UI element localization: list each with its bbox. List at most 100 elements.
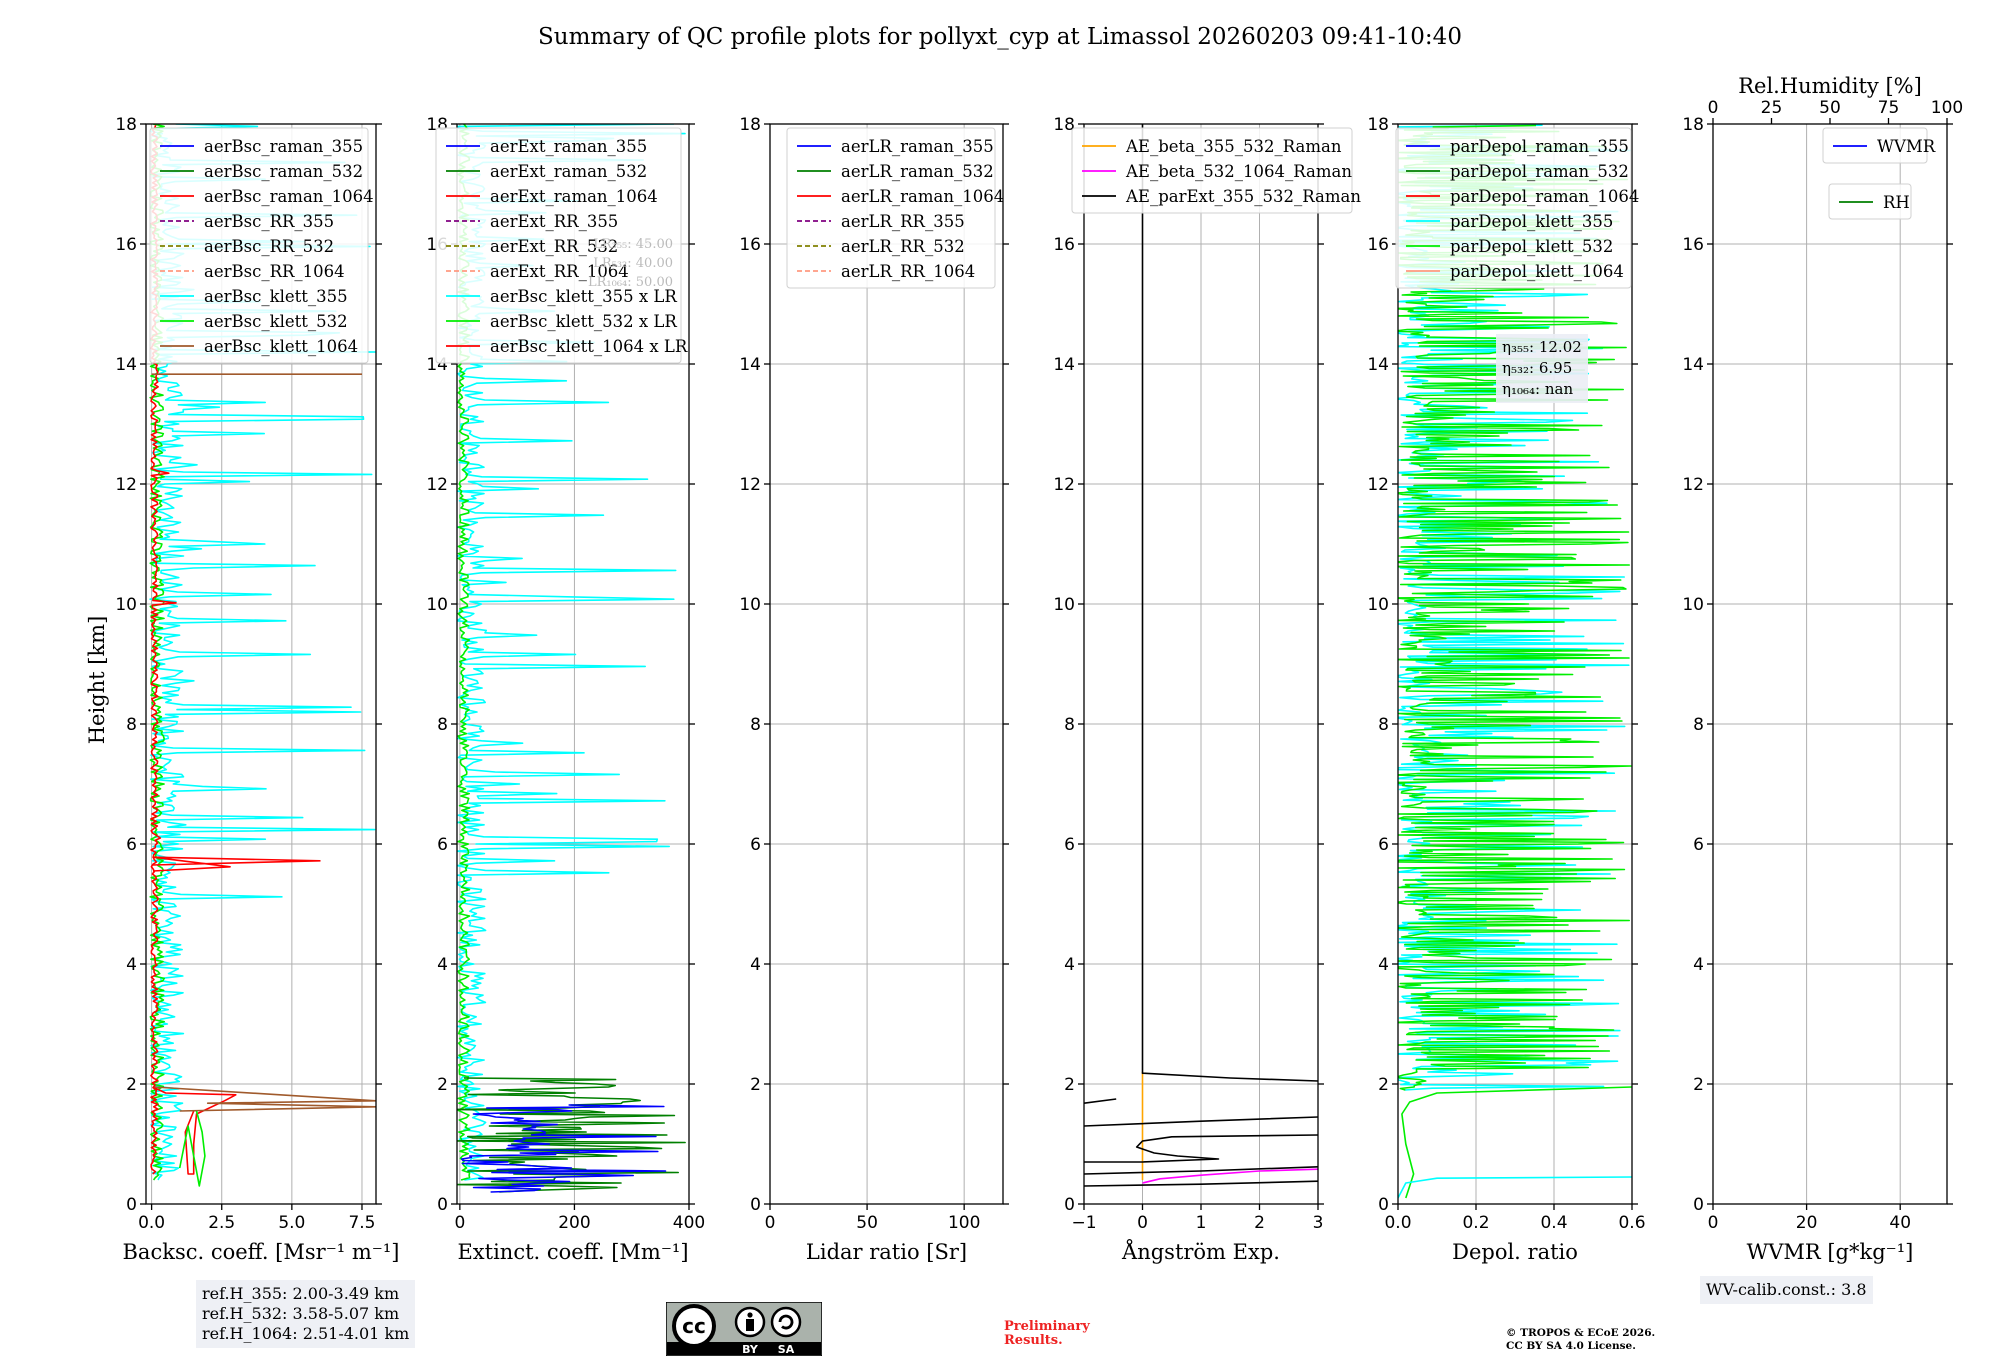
- panel-frame: [1397, 123, 1633, 1205]
- x-tick-label: 5.0: [278, 1213, 305, 1233]
- badge-by-label: BY: [742, 1343, 759, 1356]
- depol-eta-box: η₃₅₅: 12.02 η₅₃₂: 6.95 η₁₀₆₄: nan: [1496, 334, 1588, 403]
- x-tick-label: 0.6: [1618, 1213, 1645, 1233]
- y-tick-label: 4: [1693, 955, 1704, 975]
- panel-grid: [1712, 123, 1947, 1205]
- top-x-tick-label: 0: [1708, 98, 1719, 118]
- ref-height-532: ref.H_532: 3.58-5.07 km: [202, 1304, 400, 1323]
- y-tick-label: 6: [437, 835, 448, 855]
- panel-frame: [769, 123, 1004, 1205]
- legend-entry: WVMR: [1877, 137, 1936, 156]
- sa-arrow-icon: [778, 1314, 794, 1330]
- y-tick-label: 10: [115, 595, 137, 615]
- y-tick-label: 2: [1693, 1075, 1704, 1095]
- y-tick-label: 18: [1053, 115, 1075, 135]
- by-person-head: [747, 1312, 753, 1318]
- legend-entry: aerLR_RR_532: [841, 237, 965, 256]
- sa-share-icon: [770, 1306, 802, 1338]
- legend-entry: parDepol_raman_1064: [1450, 187, 1639, 206]
- x-tick-label: 0: [1708, 1213, 1719, 1233]
- legend-entry: AE_beta_355_532_Raman: [1125, 137, 1342, 156]
- legend-entry: aerLR_raman_355: [841, 137, 994, 156]
- series-ae-parext-segment-3: [1084, 1166, 1318, 1175]
- top-x-tick-label: 50: [1819, 98, 1841, 118]
- legend-entry: aerBsc_klett_532 x LR: [490, 312, 677, 331]
- legend-wvmr: WVMR: [1822, 127, 1936, 164]
- x-tick-label: 0.0: [138, 1213, 165, 1233]
- legend-entry: aerExt_raman_355: [490, 137, 647, 156]
- y-tick-label: 8: [437, 715, 448, 735]
- x-tick-label: 7.5: [348, 1213, 375, 1233]
- eta-532: η₅₃₂: 6.95: [1502, 359, 1573, 377]
- x-axis-label: Lidar ratio [Sr]: [806, 1240, 967, 1264]
- x-tick-label: 50: [856, 1213, 878, 1233]
- figure-title: Summary of QC profile plots for pollyxt_…: [538, 24, 1462, 50]
- panel-legend: AE_beta_355_532_Raman AE_beta_532_1064_Ra…: [1071, 127, 1361, 214]
- legend-box: [435, 127, 682, 364]
- y-tick-label: 4: [1064, 955, 1075, 975]
- y-tick-label: 8: [750, 715, 761, 735]
- x-tick-label: 0.0: [1384, 1213, 1411, 1233]
- cc-logo-text: cc: [682, 1314, 706, 1338]
- x-axis-label: WVMR [g*kg⁻¹]: [1747, 1240, 1914, 1264]
- legend-entry: aerBsc_raman_532: [204, 162, 363, 181]
- y-tick-label: 18: [1682, 115, 1704, 135]
- legend-entry: aerExt_raman_532: [490, 162, 647, 181]
- panel-grid: [1083, 123, 1319, 1205]
- preliminary-results-note: Preliminary Results.: [1004, 1319, 1090, 1348]
- ref-height-1064: ref.H_1064: 2.51-4.01 km: [202, 1324, 410, 1343]
- legend-entry: aerLR_RR_355: [841, 212, 965, 231]
- y-tick-label: 12: [1367, 475, 1389, 495]
- y-tick-label: 0: [1693, 1195, 1704, 1215]
- legend-entry: aerBsc_raman_355: [204, 137, 363, 156]
- y-tick-label: 4: [126, 955, 137, 975]
- series-ae-parext-355-532-raman: [1141, 124, 1318, 1082]
- legend-entry: RH: [1883, 193, 1910, 212]
- ref-height-355: ref.H_355: 2.00-3.49 km: [202, 1284, 400, 1303]
- cc-logo-icon: [672, 1304, 716, 1348]
- x-tick-label: 100: [948, 1213, 980, 1233]
- height-axis-label: Height [km]: [85, 616, 109, 745]
- series-pardepol-klett-532-low: [1401, 1086, 1632, 1199]
- legend-entry: aerBsc_klett_532: [204, 312, 348, 331]
- panel-legend: parDepol_raman_355 parDepol_raman_532 parD…: [1395, 127, 1639, 289]
- y-tick-label: 0: [437, 1195, 448, 1215]
- panel-legend: aerLR_raman_355 aerLR_raman_532 aerLR_rama…: [786, 127, 1004, 289]
- legend-box: [786, 127, 996, 289]
- legend-entry: aerBsc_RR_1064: [204, 262, 345, 281]
- y-tick-label: 16: [115, 235, 137, 255]
- lidar-ratio-note: LR₃₅₅: 45.00: [593, 237, 673, 252]
- y-tick-label: 6: [1693, 835, 1704, 855]
- panel-extinction: 0246810121416180200400Extinct. coeff. [M…: [426, 115, 705, 1264]
- by-person-body: [746, 1319, 754, 1331]
- legend-entry: aerBsc_RR_355: [204, 212, 334, 231]
- x-tick-label: 400: [673, 1213, 705, 1233]
- x-axis-label: Depol. ratio: [1452, 1240, 1578, 1264]
- x-tick-label: 0.2: [1462, 1213, 1489, 1233]
- x-tick-label: 200: [558, 1213, 590, 1233]
- y-tick-label: 12: [1682, 475, 1704, 495]
- legend-entry: aerLR_raman_532: [841, 162, 994, 181]
- top-x-tick-label: 100: [1931, 98, 1963, 118]
- y-tick-label: 16: [1367, 235, 1389, 255]
- y-tick-label: 0: [750, 1195, 761, 1215]
- x-tick-label: 0: [1137, 1213, 1148, 1233]
- y-tick-label: 8: [1064, 715, 1075, 735]
- y-tick-label: 0: [1064, 1195, 1075, 1215]
- y-tick-label: 4: [437, 955, 448, 975]
- y-tick-label: 10: [426, 595, 448, 615]
- series-aerbsc-klett-1064: [154, 1086, 376, 1112]
- legend-entry: aerExt_RR_532: [490, 237, 618, 256]
- y-tick-label: 10: [1682, 595, 1704, 615]
- y-tick-label: 6: [750, 835, 761, 855]
- y-tick-label: 2: [437, 1075, 448, 1095]
- legend-box: [1395, 127, 1632, 289]
- y-tick-label: 6: [1064, 835, 1075, 855]
- legend-box: [1822, 127, 1928, 164]
- series-ae-parext-segment-2: [1084, 1134, 1318, 1163]
- cc-by-sa-license-badge: cc BY SA: [666, 1302, 822, 1356]
- panel-frame: [1712, 123, 1948, 1205]
- x-tick-label: 20: [1796, 1213, 1818, 1233]
